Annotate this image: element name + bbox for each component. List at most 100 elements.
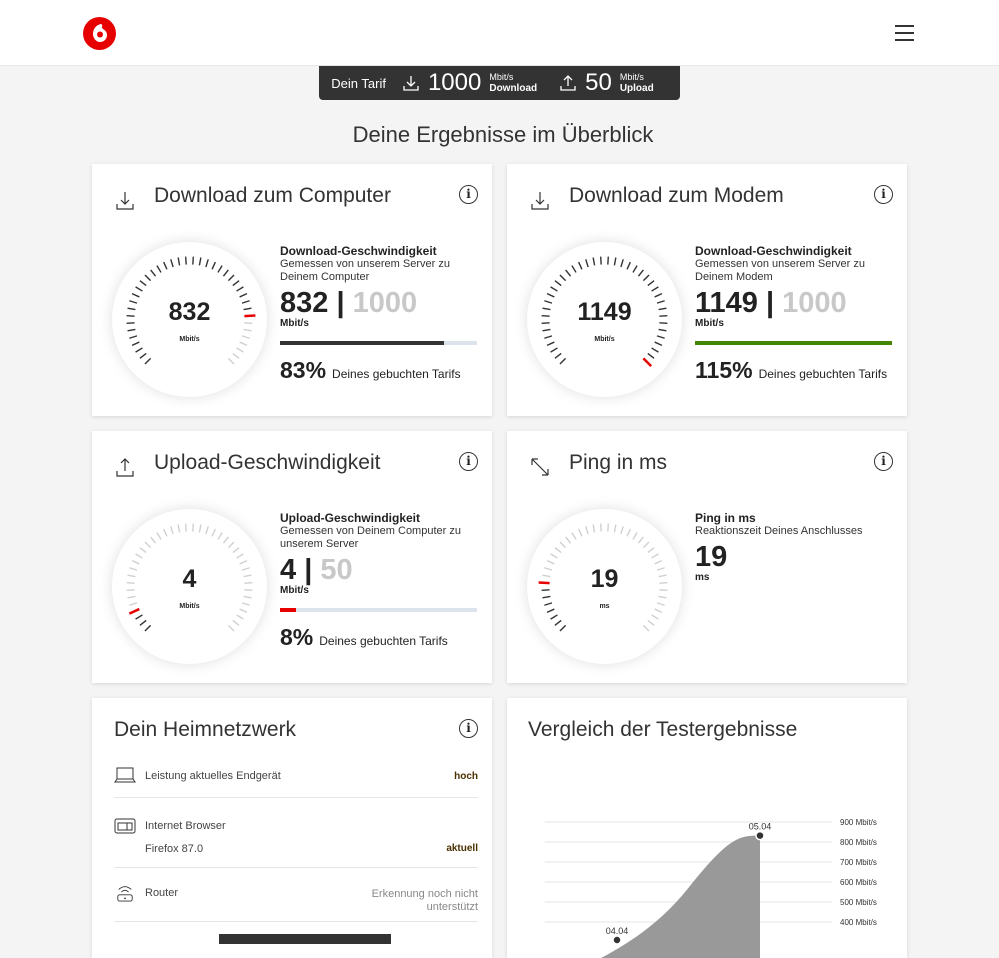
progress-bar (280, 608, 477, 612)
metric-title: Download-Geschwindigkeit (695, 244, 895, 258)
x-label: 04.04 (606, 926, 629, 936)
header (0, 0, 999, 66)
gauge-tick (551, 287, 558, 291)
gauge-tick (572, 533, 576, 540)
laptop-icon (114, 766, 136, 784)
gauge-tick (178, 258, 179, 266)
percent-value: 8% (280, 624, 313, 651)
gauge-unit: Mbit/s (527, 336, 682, 343)
browser-icon (114, 817, 136, 835)
metric-description: Gemessen von unserem Server zu Deinem Co… (280, 258, 480, 284)
gauge-tick (136, 615, 143, 619)
gauge-tick (638, 537, 643, 543)
gauge-unit: Mbit/s (112, 336, 267, 343)
download-icon (529, 189, 551, 211)
gauge-tick (233, 281, 239, 286)
gauge-tick (648, 548, 654, 553)
row-sublabel: Firefox 87.0 (145, 843, 203, 855)
gauge-tick (136, 348, 143, 352)
gauge-tick (140, 353, 146, 358)
metric-value: 19 (695, 541, 727, 573)
gauge-tick (178, 525, 179, 533)
gauge: 19 ms (527, 509, 682, 664)
tarif-download-value: 1000 (428, 69, 481, 97)
gauge-tick (560, 625, 566, 631)
gauge-tick (555, 620, 561, 625)
list-item: Internet Browser Firefox 87.0 aktuell (114, 798, 478, 868)
gauge-tick (164, 529, 167, 536)
tarif-upload-unit: Mbit/s (620, 72, 654, 83)
metric-max: 50 (320, 554, 352, 586)
gauge: 1149 Mbit/s (527, 242, 682, 397)
metric-description: Gemessen von Deinem Computer zu unserem … (280, 525, 480, 551)
gauge-tick (643, 275, 649, 281)
y-tick-label: 900 Mbit/s (840, 818, 877, 827)
card-title: Dein Heimnetzwerk (114, 718, 296, 742)
hamburger-icon[interactable] (895, 25, 914, 41)
gauge-tick (136, 287, 143, 291)
gauge-tick (128, 329, 136, 330)
metric-description: Reaktionszeit Deines Anschlusses (695, 525, 895, 538)
gauge-tick (543, 596, 551, 597)
info-icon[interactable]: i (874, 452, 893, 471)
y-tick-label: 800 Mbit/s (840, 838, 877, 847)
info-icon[interactable]: i (459, 719, 478, 738)
action-button[interactable] (219, 934, 391, 944)
result-card: Download zum Modem i 1149 Mbit/s Downloa… (507, 164, 907, 416)
gauge-tick (621, 259, 623, 267)
gauge-tick (560, 358, 566, 364)
data-point (613, 936, 621, 944)
gauge-tick (633, 266, 637, 273)
gauge-tick (240, 294, 247, 297)
gauge-tick (228, 358, 234, 364)
gauge-tick (223, 270, 228, 276)
gauge-tick (560, 275, 566, 281)
progress-bar (280, 341, 477, 345)
gauge-tick (659, 329, 667, 330)
metric-description: Gemessen von unserem Server zu Deinem Mo… (695, 258, 895, 284)
gauge-tick (643, 625, 649, 631)
info-icon[interactable]: i (459, 185, 478, 204)
info-icon[interactable]: i (459, 452, 478, 471)
gauge-tick (652, 348, 659, 352)
gauge-tick (206, 259, 208, 267)
gauge: 832 Mbit/s (112, 242, 267, 397)
percent-value: 83% (280, 357, 326, 384)
gauge-tick (237, 348, 244, 352)
gauge-tick (157, 533, 161, 540)
percent-value: 115% (695, 357, 753, 384)
result-card: Download zum Computer i 832 Mbit/s Downl… (92, 164, 492, 416)
download-icon (402, 74, 420, 92)
gauge-tick (652, 615, 659, 619)
metric-title: Upload-Geschwindigkeit (280, 511, 480, 525)
gauge-tick (655, 294, 662, 297)
gauge-tick (627, 262, 630, 269)
row-value: Erkennung noch nicht unterstützt (348, 888, 478, 914)
info-icon[interactable]: i (874, 185, 893, 204)
gauge-tick (228, 542, 234, 548)
metric-unit: Mbit/s (280, 585, 480, 596)
gauge-tick (164, 262, 167, 269)
gauge-tick (566, 270, 571, 276)
card-title: Download zum Computer (154, 184, 391, 208)
metric-title: Download-Geschwindigkeit (280, 244, 480, 258)
vodafone-logo[interactable] (83, 17, 116, 50)
gauge-tick (151, 270, 156, 276)
gauge-tick (547, 294, 554, 297)
gauge-tick (551, 348, 558, 352)
download-icon (114, 189, 136, 211)
gauge-tick (551, 615, 558, 619)
gauge-value: 1149 (527, 298, 682, 327)
gauge-unit: ms (527, 603, 682, 610)
gauge-tick (223, 537, 228, 543)
gauge-tick (228, 625, 234, 631)
x-label: 05.04 (749, 822, 772, 832)
gauge-tick (244, 329, 252, 330)
gauge-tick (659, 596, 667, 597)
gauge-tick (218, 533, 222, 540)
gauge-tick (621, 526, 623, 534)
gauge-indicator (643, 358, 651, 366)
